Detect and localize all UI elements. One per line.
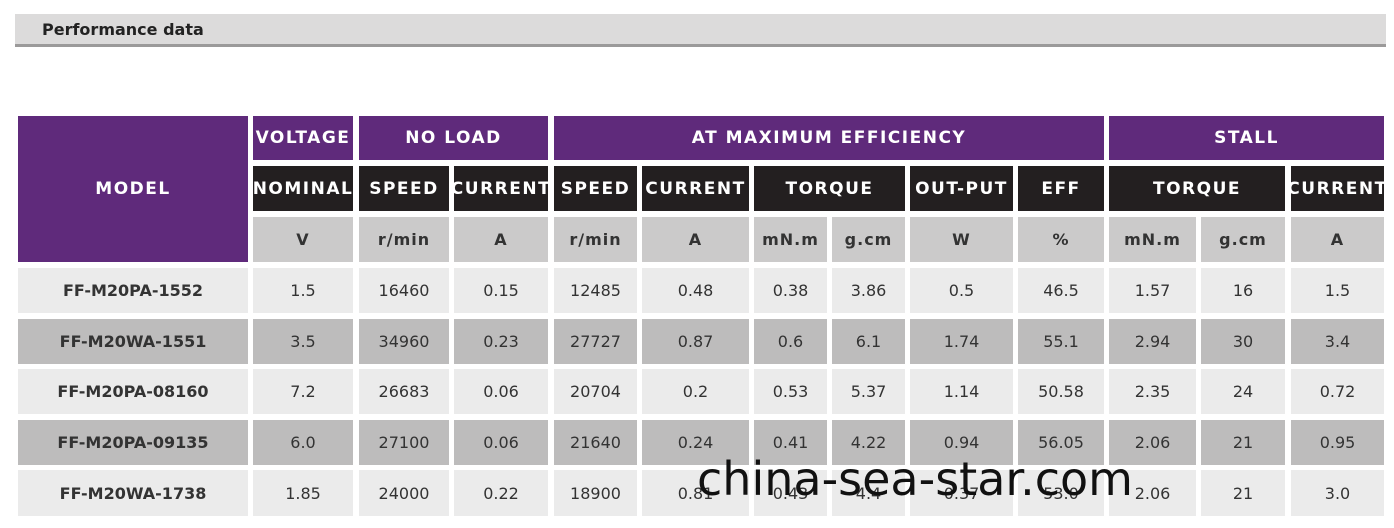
column-header: SPEED xyxy=(359,166,449,211)
model-cell: FF-M20PA-1552 xyxy=(18,268,248,313)
value-cell: 55.1 xyxy=(1018,319,1104,364)
value-cell: 4.4 xyxy=(832,470,905,516)
unit-header: mN.m xyxy=(754,217,827,262)
column-header: CURRENT xyxy=(1287,166,1386,211)
value-cell: 0.06 xyxy=(454,369,548,414)
value-cell: 0.87 xyxy=(642,319,749,364)
value-cell: 0.95 xyxy=(1291,420,1384,465)
value-cell: 3.0 xyxy=(1291,470,1384,516)
value-cell: 56.05 xyxy=(1018,420,1104,465)
column-header: TORQUE xyxy=(1109,166,1285,211)
value-cell: 0.81 xyxy=(642,470,749,516)
group-header: VOLTAGE xyxy=(253,116,353,160)
value-cell: 50.58 xyxy=(1018,369,1104,414)
value-cell: 16 xyxy=(1201,268,1285,313)
value-cell: 0.37 xyxy=(910,470,1013,516)
section-title: Performance data xyxy=(42,20,204,39)
model-header: MODEL xyxy=(18,116,248,262)
unit-header: V xyxy=(253,217,353,262)
unit-header: g.cm xyxy=(1201,217,1285,262)
value-cell: 24 xyxy=(1201,369,1285,414)
value-cell: 0.41 xyxy=(754,420,827,465)
value-cell: 0.94 xyxy=(910,420,1013,465)
value-cell: 1.5 xyxy=(253,268,353,313)
model-cell: FF-M20WA-1551 xyxy=(18,319,248,364)
group-header: AT MAXIMUM EFFICIENCY xyxy=(554,116,1104,160)
value-cell: 18900 xyxy=(554,470,637,516)
column-header: EFF xyxy=(1018,166,1104,211)
unit-header: A xyxy=(454,217,548,262)
column-header: CURRENT xyxy=(642,166,749,211)
value-cell: 6.1 xyxy=(832,319,905,364)
unit-header: mN.m xyxy=(1109,217,1196,262)
value-cell: 21 xyxy=(1201,470,1285,516)
unit-header: g.cm xyxy=(832,217,905,262)
value-cell: 3.4 xyxy=(1291,319,1384,364)
value-cell: 1.5 xyxy=(1291,268,1384,313)
value-cell: 12485 xyxy=(554,268,637,313)
value-cell: 4.22 xyxy=(832,420,905,465)
header-bar: Performance data xyxy=(15,14,1386,47)
value-cell: 26683 xyxy=(359,369,449,414)
column-header: OUT-PUT xyxy=(910,166,1013,211)
column-header: SPEED xyxy=(554,166,637,211)
value-cell: 2.06 xyxy=(1109,420,1196,465)
value-cell: 0.72 xyxy=(1291,369,1384,414)
value-cell: 3.86 xyxy=(832,268,905,313)
value-cell: 27727 xyxy=(554,319,637,364)
value-cell: 46.5 xyxy=(1018,268,1104,313)
unit-header: A xyxy=(1291,217,1384,262)
watermark: china-sea-star.com xyxy=(697,452,1133,506)
value-cell: 24000 xyxy=(359,470,449,516)
unit-header: r/min xyxy=(554,217,637,262)
value-cell: 0.24 xyxy=(642,420,749,465)
column-header: CURRENT xyxy=(451,166,550,211)
group-header: STALL xyxy=(1109,116,1384,160)
value-cell: 0.2 xyxy=(642,369,749,414)
value-cell: 0.06 xyxy=(454,420,548,465)
unit-header: A xyxy=(642,217,749,262)
value-cell: 0.43 xyxy=(754,470,827,516)
value-cell: 1.57 xyxy=(1109,268,1196,313)
value-cell: 0.48 xyxy=(642,268,749,313)
value-cell: 0.15 xyxy=(454,268,548,313)
value-cell: 21640 xyxy=(554,420,637,465)
unit-header: r/min xyxy=(359,217,449,262)
value-cell: 34960 xyxy=(359,319,449,364)
model-cell: FF-M20WA-1738 xyxy=(18,470,248,516)
model-cell: FF-M20PA-09135 xyxy=(18,420,248,465)
column-header: NOMINAL xyxy=(253,166,353,211)
value-cell: 20704 xyxy=(554,369,637,414)
value-cell: 30 xyxy=(1201,319,1285,364)
value-cell: 5.37 xyxy=(832,369,905,414)
value-cell: 0.6 xyxy=(754,319,827,364)
value-cell: 27100 xyxy=(359,420,449,465)
value-cell: 2.06 xyxy=(1109,470,1196,516)
value-cell: 21 xyxy=(1201,420,1285,465)
value-cell: 2.94 xyxy=(1109,319,1196,364)
value-cell: 7.2 xyxy=(253,369,353,414)
value-cell: 1.85 xyxy=(253,470,353,516)
value-cell: 0.23 xyxy=(454,319,548,364)
value-cell: 6.0 xyxy=(253,420,353,465)
value-cell: 0.5 xyxy=(910,268,1013,313)
value-cell: 16460 xyxy=(359,268,449,313)
value-cell: 53.0 xyxy=(1018,470,1104,516)
value-cell: 2.35 xyxy=(1109,369,1196,414)
value-cell: 0.22 xyxy=(454,470,548,516)
value-cell: 0.53 xyxy=(754,369,827,414)
column-header: TORQUE xyxy=(754,166,905,211)
value-cell: 1.74 xyxy=(910,319,1013,364)
model-cell: FF-M20PA-08160 xyxy=(18,369,248,414)
value-cell: 1.14 xyxy=(910,369,1013,414)
value-cell: 3.5 xyxy=(253,319,353,364)
unit-header: W xyxy=(910,217,1013,262)
group-header: NO LOAD xyxy=(359,116,548,160)
value-cell: 0.38 xyxy=(754,268,827,313)
unit-header: % xyxy=(1018,217,1104,262)
